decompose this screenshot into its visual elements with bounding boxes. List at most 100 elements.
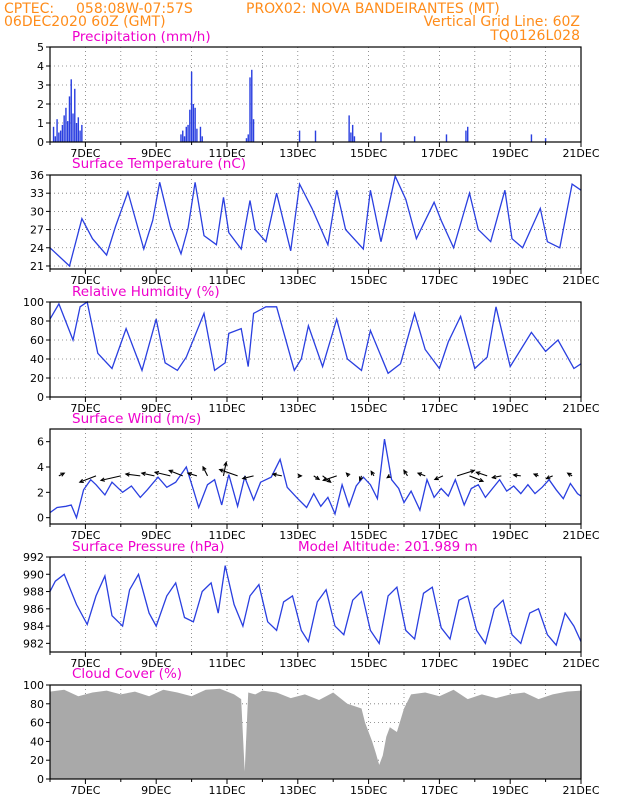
precip-bar [201, 136, 203, 142]
precip-bar [196, 128, 198, 142]
precip-bar [180, 134, 182, 142]
header-location: 058:08W-07:57S [76, 1, 193, 17]
precip-bar [190, 71, 193, 142]
precip-ytick-label: 2 [37, 98, 44, 111]
precip-bar [63, 115, 65, 142]
wind-arrow [512, 473, 521, 478]
wind-arrow [168, 469, 183, 477]
wind-arrow [313, 475, 321, 481]
precip-xtick-label: 7DEC [70, 147, 100, 160]
wind-xtick-label: 19DEC [492, 529, 529, 542]
wind-arrow [124, 472, 141, 477]
cloud-ytick-label: 80 [30, 698, 44, 711]
precip-bar [182, 130, 184, 142]
rh-ytick-label: 40 [30, 353, 44, 366]
precip-bar [58, 132, 60, 142]
precip-bar [249, 77, 251, 142]
cloud-ytick-label: 20 [30, 754, 44, 767]
precip-bar [54, 136, 57, 142]
wind-frame [49, 428, 582, 525]
wind-arrow [186, 471, 198, 477]
rh-ytick-label: 20 [30, 372, 44, 385]
wind-arrow [358, 475, 364, 482]
precip-bar [194, 107, 196, 142]
pressure-ytick-label: 984 [23, 620, 44, 633]
pressure-series-line [49, 565, 582, 647]
precip-bar [81, 124, 83, 142]
rh-ytick-label: 80 [30, 315, 44, 328]
wind-xtick-label: 9DEC [141, 529, 171, 542]
temp-xtick-label: 9DEC [141, 274, 171, 287]
cloud-frame [49, 684, 582, 780]
wind-arrow [566, 472, 573, 477]
precip-bar [530, 134, 533, 142]
pressure-xtick-label: 17DEC [421, 657, 458, 670]
cloud-xtick-label: 15DEC [350, 784, 387, 797]
temp-ytick-label: 21 [30, 260, 44, 273]
cloud-xtick-label: 7DEC [70, 784, 100, 797]
wind-arrow [140, 471, 155, 477]
rh-xtick-label: 19DEC [492, 402, 529, 415]
precip-bar [59, 130, 62, 142]
precip-xtick-label: 15DEC [350, 147, 387, 160]
precip-frame [49, 46, 582, 143]
precip-bar [467, 126, 469, 142]
wind-arrow [218, 468, 238, 477]
pressure-xtick-label: 11DEC [208, 657, 245, 670]
rh-frame [49, 301, 582, 398]
precip-bar [74, 88, 76, 142]
cloud-ytick-label: 100 [23, 679, 44, 692]
precip-bar [68, 96, 71, 142]
wind-xtick-label: 11DEC [208, 529, 245, 542]
wind-arrow [491, 474, 502, 480]
wind-arrow [416, 472, 426, 477]
wind-arrow [403, 469, 408, 477]
precip-bar [350, 132, 352, 142]
precip-bar [380, 132, 382, 142]
precip-bar [544, 138, 547, 142]
wind-arrow [545, 475, 553, 480]
wind-ytick-label: 4 [37, 461, 44, 474]
temp-xtick-label: 15DEC [350, 274, 387, 287]
rh-ytick-label: 0 [37, 391, 44, 404]
temp-series-line [49, 174, 582, 268]
rh-xtick-label: 17DEC [421, 402, 458, 415]
precip-bar [77, 117, 80, 142]
cloud-xtick-label: 17DEC [421, 784, 458, 797]
precip-bar [65, 107, 67, 142]
wind-xtick-label: 21DEC [562, 529, 599, 542]
temp-ytick-label: 36 [30, 169, 44, 182]
precip-bar [192, 104, 195, 142]
temp-xtick-label: 11DEC [208, 274, 245, 287]
temp-ytick-label: 24 [30, 242, 44, 255]
rh-xtick-label: 11DEC [208, 402, 245, 415]
precip-bar [413, 136, 416, 142]
precip-bar [185, 126, 187, 142]
wind-title: Surface Wind (m/s) [72, 411, 201, 427]
precip-bar [348, 115, 350, 142]
temp-ytick-label: 27 [30, 224, 44, 237]
header-grid-note: Vertical Grid Line: 60Z [424, 14, 580, 30]
header-init-time: 06DEC2020 60Z (GMT) [4, 14, 166, 30]
precip-bar [252, 119, 255, 142]
precip-bar [247, 134, 249, 142]
precip-bar [66, 121, 69, 142]
cloud-ytick-label: 60 [30, 717, 44, 730]
wind-ytick-label: 2 [37, 486, 44, 499]
rh-xtick-label: 13DEC [279, 402, 316, 415]
wind-arrow [99, 475, 121, 482]
precip-xtick-label: 11DEC [208, 147, 245, 160]
wind-arrow [271, 472, 282, 477]
wind-arrow [58, 472, 66, 477]
temp-frame [49, 174, 582, 270]
rh-panel: 0 20 40 60 80 100 7DEC 9DEC 11DEC 13DEC 15DEC 17DEC… [23, 296, 600, 415]
pressure-ytick-label: 986 [23, 603, 44, 616]
wind-arrow [78, 475, 97, 484]
pressure-panel: 982 984 986 988 990 992 7DEC 9DEC 11DEC 13DEC 15DE… [23, 551, 600, 670]
precip-ytick-label: 0 [37, 136, 44, 149]
temp-xtick-label: 17DEC [421, 274, 458, 287]
precip-ytick-label: 3 [37, 79, 44, 92]
precip-bar [465, 130, 467, 142]
precip-bar [314, 130, 317, 142]
temp-ytick-label: 33 [30, 187, 44, 200]
